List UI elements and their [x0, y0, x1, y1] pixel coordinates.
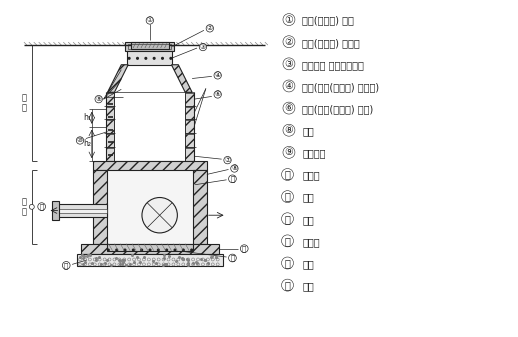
Text: 부: 부 [21, 103, 26, 113]
Text: 상: 상 [21, 94, 26, 103]
Text: 맨홈(작업구) 두껙: 맨홈(작업구) 두껙 [303, 16, 354, 26]
Bar [128, 44, 171, 49]
Text: 부관: 부관 [303, 215, 314, 225]
Text: h₂: h₂ [83, 140, 91, 148]
Bar [107, 244, 193, 251]
Bar [106, 120, 114, 133]
Text: 사다리: 사다리 [303, 171, 320, 181]
Text: ⓚ: ⓚ [284, 192, 291, 202]
Text: ⑬: ⑬ [231, 255, 235, 261]
Bar [185, 106, 194, 119]
Bar [185, 134, 194, 147]
Bar [93, 170, 107, 244]
Text: ⓜ: ⓜ [284, 236, 291, 246]
Bar [131, 42, 168, 49]
Text: ⓙ: ⓙ [284, 170, 291, 180]
Text: ④: ④ [284, 81, 293, 91]
Text: ⑥: ⑥ [284, 103, 293, 113]
Text: ①: ① [147, 18, 153, 24]
Text: ④: ④ [214, 72, 221, 79]
Text: 인버트: 인버트 [303, 237, 320, 247]
Text: 측괴(맨홈(작업구) 경사벽): 측괴(맨홈(작업구) 경사벽) [303, 82, 379, 92]
Text: ③: ③ [284, 59, 293, 69]
Text: ⓝ: ⓝ [284, 258, 291, 268]
Text: ⑪: ⑪ [231, 176, 235, 182]
Text: 높이조정 콘크리트블록: 높이조정 콘크리트블록 [303, 60, 364, 70]
Text: 측괴(맨홈(작업구) 측벽): 측괴(맨홈(작업구) 측벽) [303, 104, 373, 114]
Text: ②: ② [207, 25, 213, 31]
Bar [81, 244, 219, 253]
Bar [55, 209, 107, 213]
Text: ⑦: ⑦ [224, 157, 231, 163]
Bar [127, 51, 172, 65]
Text: ⑫: ⑫ [39, 203, 44, 210]
Text: ⑮: ⑮ [64, 262, 68, 269]
Text: 기초: 기초 [303, 281, 314, 291]
Polygon shape [171, 65, 192, 92]
Text: ①: ① [284, 14, 293, 25]
Text: ⑭: ⑭ [242, 245, 247, 252]
Text: ⑥: ⑥ [214, 91, 221, 97]
Bar [185, 93, 194, 105]
Text: ⑨: ⑨ [284, 147, 293, 157]
Text: 상판: 상판 [303, 126, 314, 136]
Bar [193, 170, 207, 244]
Text: ②: ② [284, 37, 293, 47]
Bar [55, 204, 107, 217]
Bar [125, 42, 175, 51]
Text: 모르타르: 모르타르 [303, 148, 326, 158]
Text: ⑩: ⑩ [77, 137, 83, 144]
Text: 맨홈(작업구) 두껙틀: 맨홈(작업구) 두껙틀 [303, 38, 360, 48]
Text: ⑨: ⑨ [95, 96, 102, 102]
Text: 저판: 저판 [303, 259, 314, 269]
Text: 측벽: 측벽 [303, 193, 314, 203]
Bar [77, 253, 223, 266]
Text: ⓞ: ⓞ [284, 280, 291, 290]
Bar [106, 106, 114, 119]
Text: h₁: h₁ [83, 113, 91, 122]
Bar [106, 93, 114, 105]
Bar [185, 120, 194, 133]
Bar [106, 134, 114, 147]
Text: ⑧: ⑧ [284, 125, 293, 135]
Polygon shape [108, 65, 128, 92]
Circle shape [30, 205, 34, 209]
Bar [107, 170, 193, 244]
Text: ⑧: ⑧ [232, 165, 238, 172]
Text: ⓛ: ⓛ [284, 214, 291, 224]
Text: 하: 하 [21, 197, 26, 207]
Circle shape [142, 197, 177, 233]
Bar [52, 201, 60, 220]
Bar [106, 148, 114, 161]
Bar [185, 148, 194, 161]
Text: 부: 부 [21, 207, 26, 216]
Bar [93, 161, 207, 170]
Text: ③: ③ [200, 44, 206, 50]
